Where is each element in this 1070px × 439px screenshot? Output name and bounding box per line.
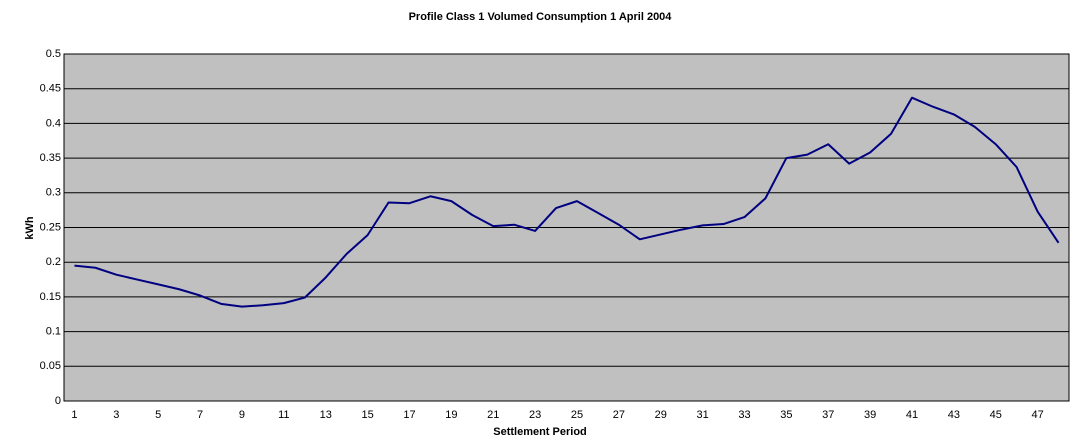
x-tick-label: 39 [864,409,876,421]
x-tick-label: 29 [655,409,667,421]
y-tick-label: 0.1 [46,326,61,338]
x-tick-label: 21 [487,409,499,421]
x-tick-label: 19 [445,409,457,421]
x-tick-label: 37 [822,409,834,421]
y-tick-label: 0.3 [46,187,61,199]
x-tick-label: 11 [278,409,289,421]
y-tick-label: 0.35 [40,152,61,164]
x-tick-label: 15 [361,409,373,421]
y-tick-label: 0.5 [46,48,61,60]
data-line [74,96,1060,308]
x-tick-label: 23 [529,409,541,421]
x-tick-label: 31 [696,409,708,421]
x-tick-label: 3 [113,409,119,421]
x-tick-label: 13 [320,409,332,421]
y-axis-title: kWh [24,216,36,240]
x-tick-label: 17 [403,409,415,421]
x-tick-label: 45 [990,409,1002,421]
y-tick-label: 0.05 [40,360,61,372]
x-axis-title: Settlement Period [493,426,587,438]
y-tick-label: 0.2 [46,256,61,268]
x-tick-label: 1 [71,409,77,421]
chart-title: Profile Class 1 Volumed Consumption 1 Ap… [409,11,673,23]
y-tick-label: 0.15 [40,291,61,303]
x-tick-label: 5 [155,409,161,421]
x-tick-label: 43 [948,409,960,421]
y-tick-label: 0.4 [46,117,61,129]
x-tick-label: 35 [780,409,792,421]
x-tick-label: 9 [239,409,245,421]
x-tick-label: 41 [906,409,918,421]
x-tick-label: 7 [197,409,203,421]
y-tick-label: 0.45 [40,83,61,95]
y-tick-label: 0 [55,395,61,407]
x-tick-label: 33 [738,409,750,421]
y-tick-label: 0.25 [40,221,61,233]
x-tick-label: 27 [613,409,625,421]
x-tick-label: 47 [1031,409,1043,421]
x-tick-label: 25 [571,409,583,421]
